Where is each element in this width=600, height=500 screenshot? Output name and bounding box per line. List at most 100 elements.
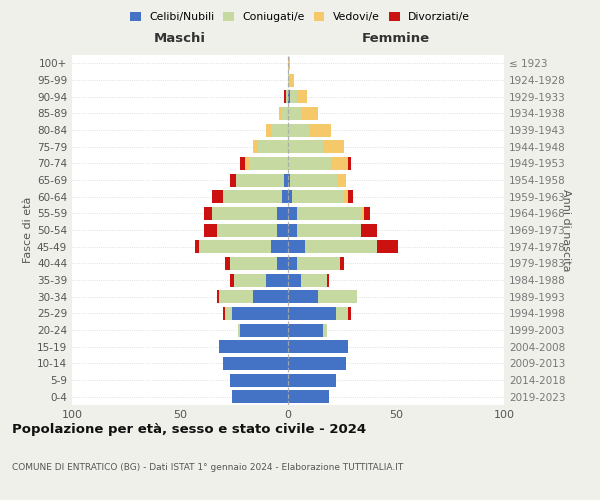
Text: Maschi: Maschi — [154, 32, 206, 45]
Bar — [223, 357, 288, 370]
Bar — [226, 307, 232, 320]
Bar — [288, 207, 296, 220]
Bar — [296, 257, 340, 270]
Bar — [253, 290, 288, 303]
Bar — [377, 240, 398, 253]
Bar — [223, 307, 226, 320]
Bar — [277, 224, 288, 236]
Bar — [249, 157, 288, 170]
Bar — [349, 157, 350, 170]
Bar — [241, 324, 288, 336]
Bar — [296, 224, 361, 236]
Bar — [219, 290, 253, 303]
Bar — [245, 157, 249, 170]
Bar — [204, 224, 217, 236]
Bar — [284, 90, 286, 103]
Bar — [288, 257, 296, 270]
Bar — [327, 274, 329, 286]
Bar — [271, 240, 288, 253]
Text: Femmine: Femmine — [362, 32, 430, 45]
Y-axis label: Anni di nascita: Anni di nascita — [561, 188, 571, 271]
Bar — [288, 74, 290, 86]
Bar — [323, 324, 327, 336]
Bar — [288, 357, 346, 370]
Bar — [271, 124, 288, 136]
Bar — [288, 390, 329, 403]
Bar — [230, 274, 234, 286]
Bar — [217, 290, 219, 303]
Bar — [290, 90, 296, 103]
Bar — [288, 240, 305, 253]
Bar — [230, 374, 288, 386]
Bar — [364, 207, 370, 220]
Bar — [232, 390, 288, 403]
Bar — [288, 107, 301, 120]
Bar — [340, 257, 344, 270]
Bar — [236, 174, 284, 186]
Bar — [290, 74, 295, 86]
Bar — [288, 157, 331, 170]
Bar — [323, 140, 344, 153]
Bar — [234, 274, 266, 286]
Text: Popolazione per età, sesso e stato civile - 2024: Popolazione per età, sesso e stato civil… — [12, 422, 366, 436]
Bar — [212, 190, 223, 203]
Bar — [281, 190, 288, 203]
Bar — [286, 90, 288, 103]
Bar — [288, 174, 290, 186]
Y-axis label: Fasce di età: Fasce di età — [23, 197, 33, 263]
Bar — [281, 107, 288, 120]
Bar — [288, 274, 301, 286]
Bar — [204, 207, 212, 220]
Bar — [288, 324, 323, 336]
Bar — [223, 190, 281, 203]
Bar — [318, 290, 357, 303]
Bar — [199, 240, 271, 253]
Bar — [217, 224, 277, 236]
Bar — [232, 307, 288, 320]
Bar — [288, 307, 335, 320]
Text: COMUNE DI ENTRATICO (BG) - Dati ISTAT 1° gennaio 2024 - Elaborazione TUTTITALIA.: COMUNE DI ENTRATICO (BG) - Dati ISTAT 1°… — [12, 462, 403, 471]
Bar — [290, 174, 338, 186]
Bar — [258, 140, 288, 153]
Bar — [288, 124, 310, 136]
Bar — [288, 340, 349, 353]
Bar — [296, 207, 361, 220]
Bar — [219, 340, 288, 353]
Bar — [288, 190, 292, 203]
Bar — [241, 157, 245, 170]
Bar — [361, 207, 364, 220]
Legend: Celibi/Nubili, Coniugati/e, Vedovi/e, Divorziati/e: Celibi/Nubili, Coniugati/e, Vedovi/e, Di… — [125, 8, 475, 27]
Bar — [349, 307, 350, 320]
Bar — [212, 207, 277, 220]
Bar — [361, 224, 377, 236]
Bar — [280, 107, 281, 120]
Bar — [296, 90, 307, 103]
Bar — [305, 240, 377, 253]
Bar — [349, 190, 353, 203]
Bar — [310, 124, 331, 136]
Bar — [288, 57, 290, 70]
Bar — [277, 257, 288, 270]
Bar — [284, 174, 288, 186]
Bar — [266, 274, 288, 286]
Bar — [288, 90, 290, 103]
Bar — [288, 290, 318, 303]
Bar — [288, 224, 296, 236]
Bar — [292, 190, 344, 203]
Bar — [230, 257, 277, 270]
Bar — [288, 140, 323, 153]
Bar — [344, 190, 349, 203]
Bar — [301, 107, 318, 120]
Bar — [253, 140, 258, 153]
Bar — [301, 274, 327, 286]
Bar — [335, 307, 349, 320]
Bar — [288, 374, 335, 386]
Bar — [266, 124, 271, 136]
Bar — [331, 157, 349, 170]
Bar — [226, 257, 230, 270]
Bar — [277, 207, 288, 220]
Bar — [338, 174, 346, 186]
Bar — [230, 174, 236, 186]
Bar — [238, 324, 241, 336]
Bar — [195, 240, 199, 253]
